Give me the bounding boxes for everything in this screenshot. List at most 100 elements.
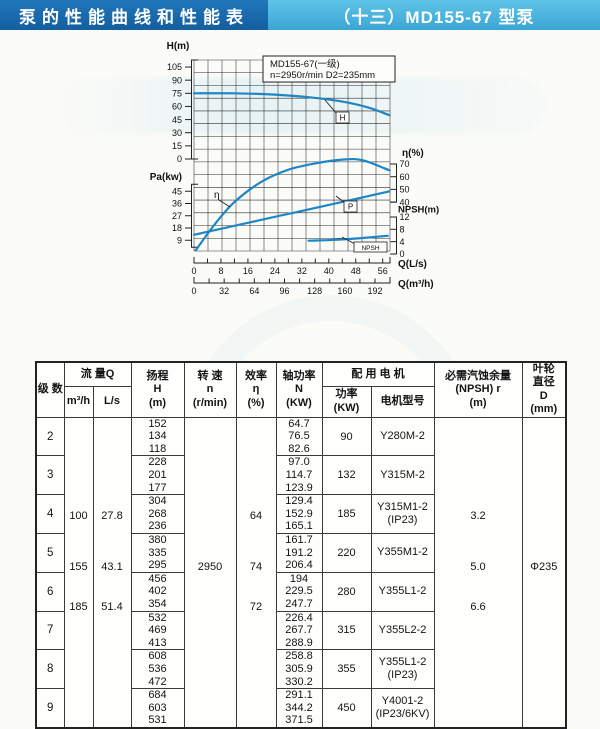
q-ls-ticks-label: 40: [324, 266, 334, 276]
q-m3h-ticks-label: 128: [307, 286, 322, 296]
q-ls-ticks: 0 8 16 24 32 40 48 56: [191, 258, 388, 276]
head-value: 118: [148, 442, 167, 455]
page-title: 泵的性能曲线和性能表: [0, 0, 268, 30]
motor-power-cell: 450: [321, 688, 372, 729]
stage-cell: 3: [35, 455, 65, 496]
eta-axis-ticks-label: 40: [400, 197, 410, 207]
head-values-cell: 304 268 236: [130, 494, 185, 534]
performance-table: 级 数 流 量Q 扬程 H (m) 转 速 n (r/min) 效率 η (%)…: [35, 361, 568, 729]
table-row-stage-7: 7 532 469 413 226.4 267.7 288.9 315 Y355L2-2: [35, 610, 566, 651]
motor-power-cell: 315: [321, 610, 372, 651]
npsh-axis-ticks-label: 12: [400, 212, 410, 222]
motor-model: Y355M1-2: [377, 546, 428, 559]
q-ls-ticks-label: 48: [351, 266, 361, 276]
efficiency-cell: 64 74 72: [235, 416, 277, 729]
q-m3h-ticks: 0 32 64 96 128 160 192: [191, 278, 383, 296]
motor-power-cell: 355: [321, 649, 372, 690]
table-row-stage-2: 2 100 155 185 27.8 43.1 51.4 152 134 118 2950 64 74 7…: [35, 416, 567, 729]
pa-axis-ticks-label: 36: [172, 199, 182, 209]
eta-axis-ticks: 70 60 50 40: [390, 159, 410, 207]
col-header-shaft-power: 轴功率 N (KW): [275, 361, 323, 418]
shaft-power-values-cell: 129.4 152.9 165.1: [275, 494, 323, 534]
curve-eta: [194, 157, 391, 252]
shaft-power-value: 161.7: [285, 533, 313, 546]
head-value: 177: [148, 481, 167, 494]
shaft-power-value: 258.8: [285, 650, 313, 663]
col-header-motor: 配 用 电 机: [321, 361, 435, 387]
shaft-power-value: 371.5: [285, 714, 313, 727]
motor-model: Y315M-2: [380, 468, 425, 481]
shaft-power-value: 82.6: [288, 442, 310, 455]
head-value: 472: [148, 675, 167, 688]
chart-title-box: [262, 55, 396, 83]
head-values-cell: 380 335 295: [130, 532, 185, 573]
performance-curve-chart: MD155-67(一级)n=2950r/min D2=235mm10590756…: [150, 41, 439, 296]
head-value: 354: [148, 597, 167, 610]
head-value: 201: [148, 469, 167, 481]
npsh-cell-value: 3.2: [470, 510, 486, 523]
pa-axis-ticks: 45 36 27 18 9: [172, 186, 192, 245]
head-value: 469: [148, 624, 167, 637]
motor-model: Y315M1-2: [377, 501, 428, 514]
chart-subtitle: n=2950r/min D2=235mm: [270, 70, 375, 81]
motor-model: Y280M-2: [380, 430, 425, 443]
table-row-stage-3: 3 228 201 177 97.0 114.7 123.9 132 Y315M-2: [35, 455, 566, 496]
curve-label-eta: η: [214, 190, 231, 208]
speed-cell: 2950: [183, 416, 237, 729]
motor-model-cell: Y355L1-2: [370, 571, 435, 612]
shaft-power-value: 194: [289, 572, 309, 585]
curve-label-h: H: [324, 99, 350, 124]
col-header-motor-power: 功率 (KW): [321, 385, 372, 418]
shaft-power-values-cell: 258.8 305.9 330.2: [275, 649, 323, 690]
q-ls-ticks-label: 32: [297, 266, 307, 276]
motor-model: Y355L2-2: [378, 623, 427, 636]
h-axis-ticks-label: 90: [172, 75, 182, 85]
col-header-flow: 流 量Q: [63, 361, 132, 387]
motor-model-cell: Y315M1-2 (IP23): [370, 494, 435, 534]
curve-npsh: [307, 234, 389, 242]
col-header-flow-ls: L/s: [92, 385, 132, 418]
chart-grid: [193, 59, 391, 252]
curve-label-text-h: H: [340, 114, 346, 123]
col-header-stages: 级 数: [35, 361, 65, 418]
motor-model: Y355L1-2: [378, 585, 427, 598]
shaft-power-values-cell: 161.7 191.2 206.4: [275, 532, 323, 573]
shaft-power-value: 206.4: [285, 559, 313, 572]
head-value: 536: [148, 662, 167, 675]
h-axis-ticks-label: 30: [172, 128, 182, 138]
shaft-power-value: 226.4: [285, 611, 313, 624]
npsh-cell: 3.2 5.0 6.6: [433, 416, 523, 729]
shaft-power-value: 64.7: [288, 417, 310, 430]
head-value: 152: [148, 417, 167, 430]
q-m3h-ticks-label: 96: [279, 286, 289, 296]
stage-cell: 7: [35, 610, 65, 651]
stage-cell: 6: [35, 571, 65, 612]
pump-model-title: （十三）MD155-67 型泵: [268, 0, 600, 30]
flow-m3h-cell-value: 155: [69, 561, 88, 573]
shaft-power-values-cell: 97.0 114.7 123.9: [275, 455, 323, 496]
h-axis-ticks-label: 75: [172, 89, 182, 99]
q-ls-ticks-label: 8: [218, 266, 223, 276]
motor-power-cell: 280: [321, 571, 372, 612]
col-header-impeller: 叶轮 直径 D (mm): [521, 361, 567, 418]
pa-axis-ticks-label: 45: [172, 186, 182, 196]
npsh-cell-value: 6.6: [470, 601, 486, 614]
shaft-power-value: 191.2: [285, 546, 313, 559]
motor-power-cell: 220: [321, 532, 372, 573]
speed-cell-value: 2950: [197, 561, 223, 573]
shaft-power-value: 305.9: [285, 662, 313, 675]
npsh-axis-ticks-label: 4: [400, 237, 405, 247]
head-values-cell: 456 402 354: [130, 571, 185, 612]
head-value: 402: [148, 585, 167, 598]
shaft-power-value: 330.2: [285, 675, 313, 688]
flow-m3h-cell-value: 100: [69, 510, 88, 523]
shaft-power-value: 129.4: [285, 495, 313, 508]
motor-model: Y355L1-2: [378, 656, 427, 669]
head-value: 335: [148, 546, 167, 559]
motor-model-cell: Y355M1-2: [370, 532, 435, 573]
h-axis-ticks-label: 15: [172, 141, 182, 151]
curve-label-text-npsh: NPSH: [361, 245, 379, 252]
shaft-power-value: 267.7: [285, 624, 313, 637]
col-header-motor-model: 电机型号: [370, 385, 435, 418]
motor-note: (IP23): [387, 514, 418, 527]
